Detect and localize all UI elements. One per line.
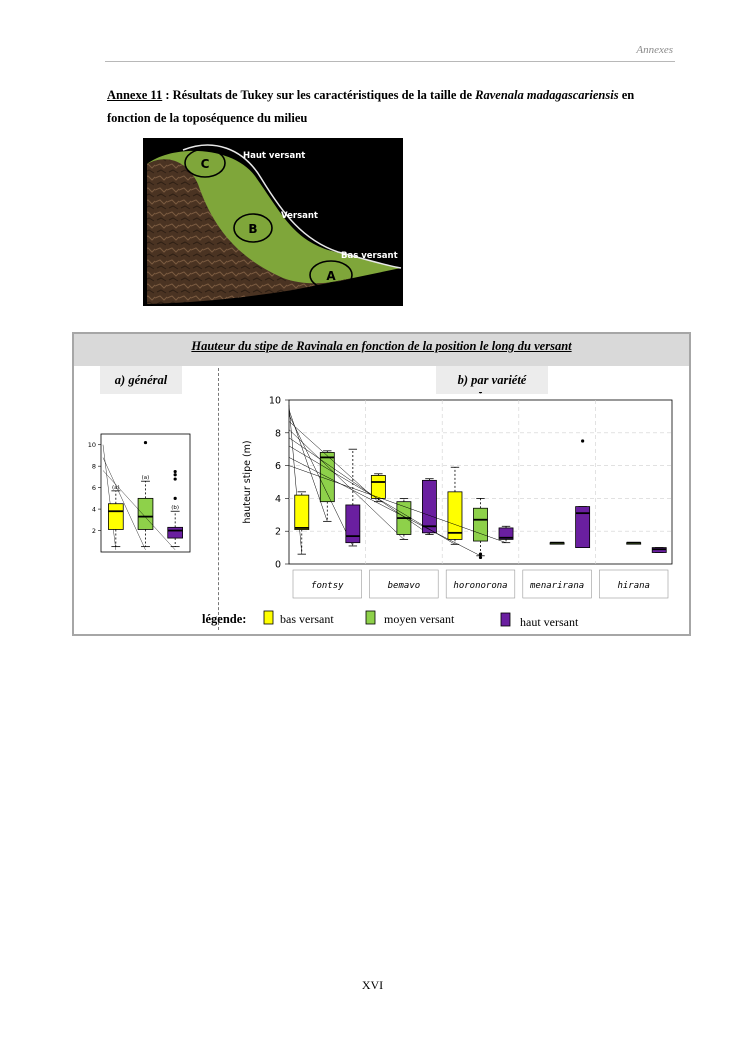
variety-box-7-outlier-0 <box>478 392 483 394</box>
general-box-2-outlier-3 <box>173 469 177 474</box>
panel-title: Hauteur du stipe de Ravinala en fonction… <box>191 339 572 353</box>
general-ytick-label-2: 6 <box>92 484 96 492</box>
general-ytick-label-4: 10 <box>88 441 96 449</box>
general-letter-1: (a) <box>142 475 150 481</box>
marker-circle-a <box>309 260 353 290</box>
label-bas-versant: Bas versant <box>341 251 398 261</box>
variety-comparison-line-5 <box>288 437 430 535</box>
general-box-2-outlier-1 <box>173 477 177 481</box>
variety-label-box-0 <box>292 569 362 599</box>
general-box-2-outlier-2 <box>173 473 177 477</box>
legend-label-moyen: moyen versant <box>384 612 455 626</box>
legend: légende: bas versant moyen versant haut … <box>202 610 579 629</box>
general-box-1-box <box>137 497 154 530</box>
variety-box-10-box <box>575 506 591 548</box>
variety-box-8-box <box>498 527 514 540</box>
general-ytick-label-0: 2 <box>92 527 96 535</box>
variety-label-box-2 <box>445 569 516 599</box>
variety-comparison-line-2 <box>288 414 354 547</box>
figure-caption: Annexe 11 : Résultats de Tukey sur les c… <box>107 84 677 130</box>
legend-swatch-moyen <box>365 610 376 625</box>
running-head: Annexes <box>636 44 673 56</box>
toposequence-diagram: C B A Haut versant Versant Bas versant <box>143 138 403 306</box>
general-comparison-line-2 <box>102 470 176 550</box>
tab-by-variety: b) par variété <box>436 366 548 394</box>
tab-general: a) général <box>100 366 182 394</box>
general-boxplot: 2 4 6 8 10 (a) (a) (b) <box>88 433 191 553</box>
variety-box-3-box <box>370 475 386 499</box>
variety-box-6-box <box>447 491 463 540</box>
variety-box-10-outlier-0 <box>581 439 585 443</box>
variety-comparison-line-7 <box>288 457 481 557</box>
marker-letter-c: C <box>201 157 210 171</box>
species-name: Ravenala madagascariensis <box>475 88 619 102</box>
caption-text-1: : Résultats de Tukey sur les caractérist… <box>162 88 476 102</box>
variety-box-7-box <box>473 507 488 542</box>
variety-box-2-box <box>345 504 361 544</box>
variety-boxplot: 0 2 4 6 8 10 hauteur stipe (m) fontsy bemavo horo… <box>242 392 673 599</box>
panel-title-bar: Hauteur du stipe de Ravinala en fonction… <box>74 334 689 366</box>
variety-label-box-4 <box>599 569 669 599</box>
variety-ytick-label-2: 4 <box>275 494 281 505</box>
general-letter-2: (b) <box>171 505 179 511</box>
variety-ytick-label-3: 6 <box>275 461 281 472</box>
variety-ytick-label-5: 10 <box>269 396 281 407</box>
caption-text-2: en fonction de la toposéquence du milieu <box>107 88 635 125</box>
legend-label-haut: haut versant <box>520 615 579 629</box>
soil-profile <box>147 159 353 304</box>
label-versant: Versant <box>281 211 318 221</box>
marker-circle-b <box>233 213 273 243</box>
variety-label-4: hirana <box>617 581 650 591</box>
variety-label-0: fontsy <box>311 581 344 591</box>
variety-label-1: bemavo <box>388 581 421 591</box>
label-haut-versant: Haut versant <box>243 151 305 161</box>
variety-box-7-outlier-1 <box>478 552 483 556</box>
variety-label-box-1 <box>369 569 439 599</box>
variety-box-0-box <box>294 494 310 530</box>
marker-circle-c <box>184 148 226 178</box>
legend-swatch-haut <box>500 612 511 627</box>
header-rule <box>105 61 675 62</box>
variety-y-axis-label: hauteur stipe (m) <box>242 440 253 523</box>
results-panel: Hauteur du stipe de Ravinala en fonction… <box>72 332 691 636</box>
annex-label: Annexe 11 <box>107 88 163 102</box>
variety-box-7-outlier-2 <box>478 555 483 560</box>
panel-divider <box>218 368 219 630</box>
legend-title: légende: <box>202 612 246 626</box>
slope-outline <box>182 144 402 269</box>
page-number: XVI <box>361 978 384 992</box>
variety-comparison-line-8 <box>288 465 507 543</box>
general-comparison-line-1 <box>102 457 146 550</box>
marker-letter-a: A <box>326 269 336 283</box>
variety-label-3: menarirana <box>529 581 584 591</box>
variety-comparison-line-4 <box>288 429 405 540</box>
marker-letter-b: B <box>248 222 257 236</box>
variety-comparison-line-3 <box>288 421 379 502</box>
general-ytick-label-3: 8 <box>92 463 96 471</box>
variety-box-5-box <box>422 479 437 534</box>
general-box-2-box <box>167 526 183 539</box>
general-box-2-outlier-0 <box>173 496 177 500</box>
legend-label-bas: bas versant <box>280 612 334 626</box>
general-ytick-label-1: 4 <box>92 506 96 514</box>
variety-label-box-3 <box>522 569 592 599</box>
legend-swatch-bas <box>263 610 274 625</box>
variety-label-2: horonorona <box>453 581 507 591</box>
variety-ytick-label-4: 8 <box>275 428 281 439</box>
general-letter-0: (a) <box>112 485 120 491</box>
variety-ytick-label-0: 0 <box>275 560 281 571</box>
general-box-0-box <box>108 503 124 530</box>
general-box-1-outlier-0 <box>143 440 148 445</box>
variety-ytick-label-1: 2 <box>275 527 281 538</box>
